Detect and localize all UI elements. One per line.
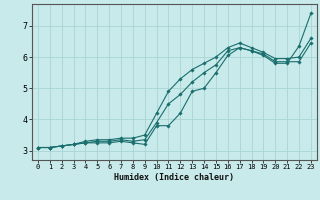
X-axis label: Humidex (Indice chaleur): Humidex (Indice chaleur) [115,173,234,182]
